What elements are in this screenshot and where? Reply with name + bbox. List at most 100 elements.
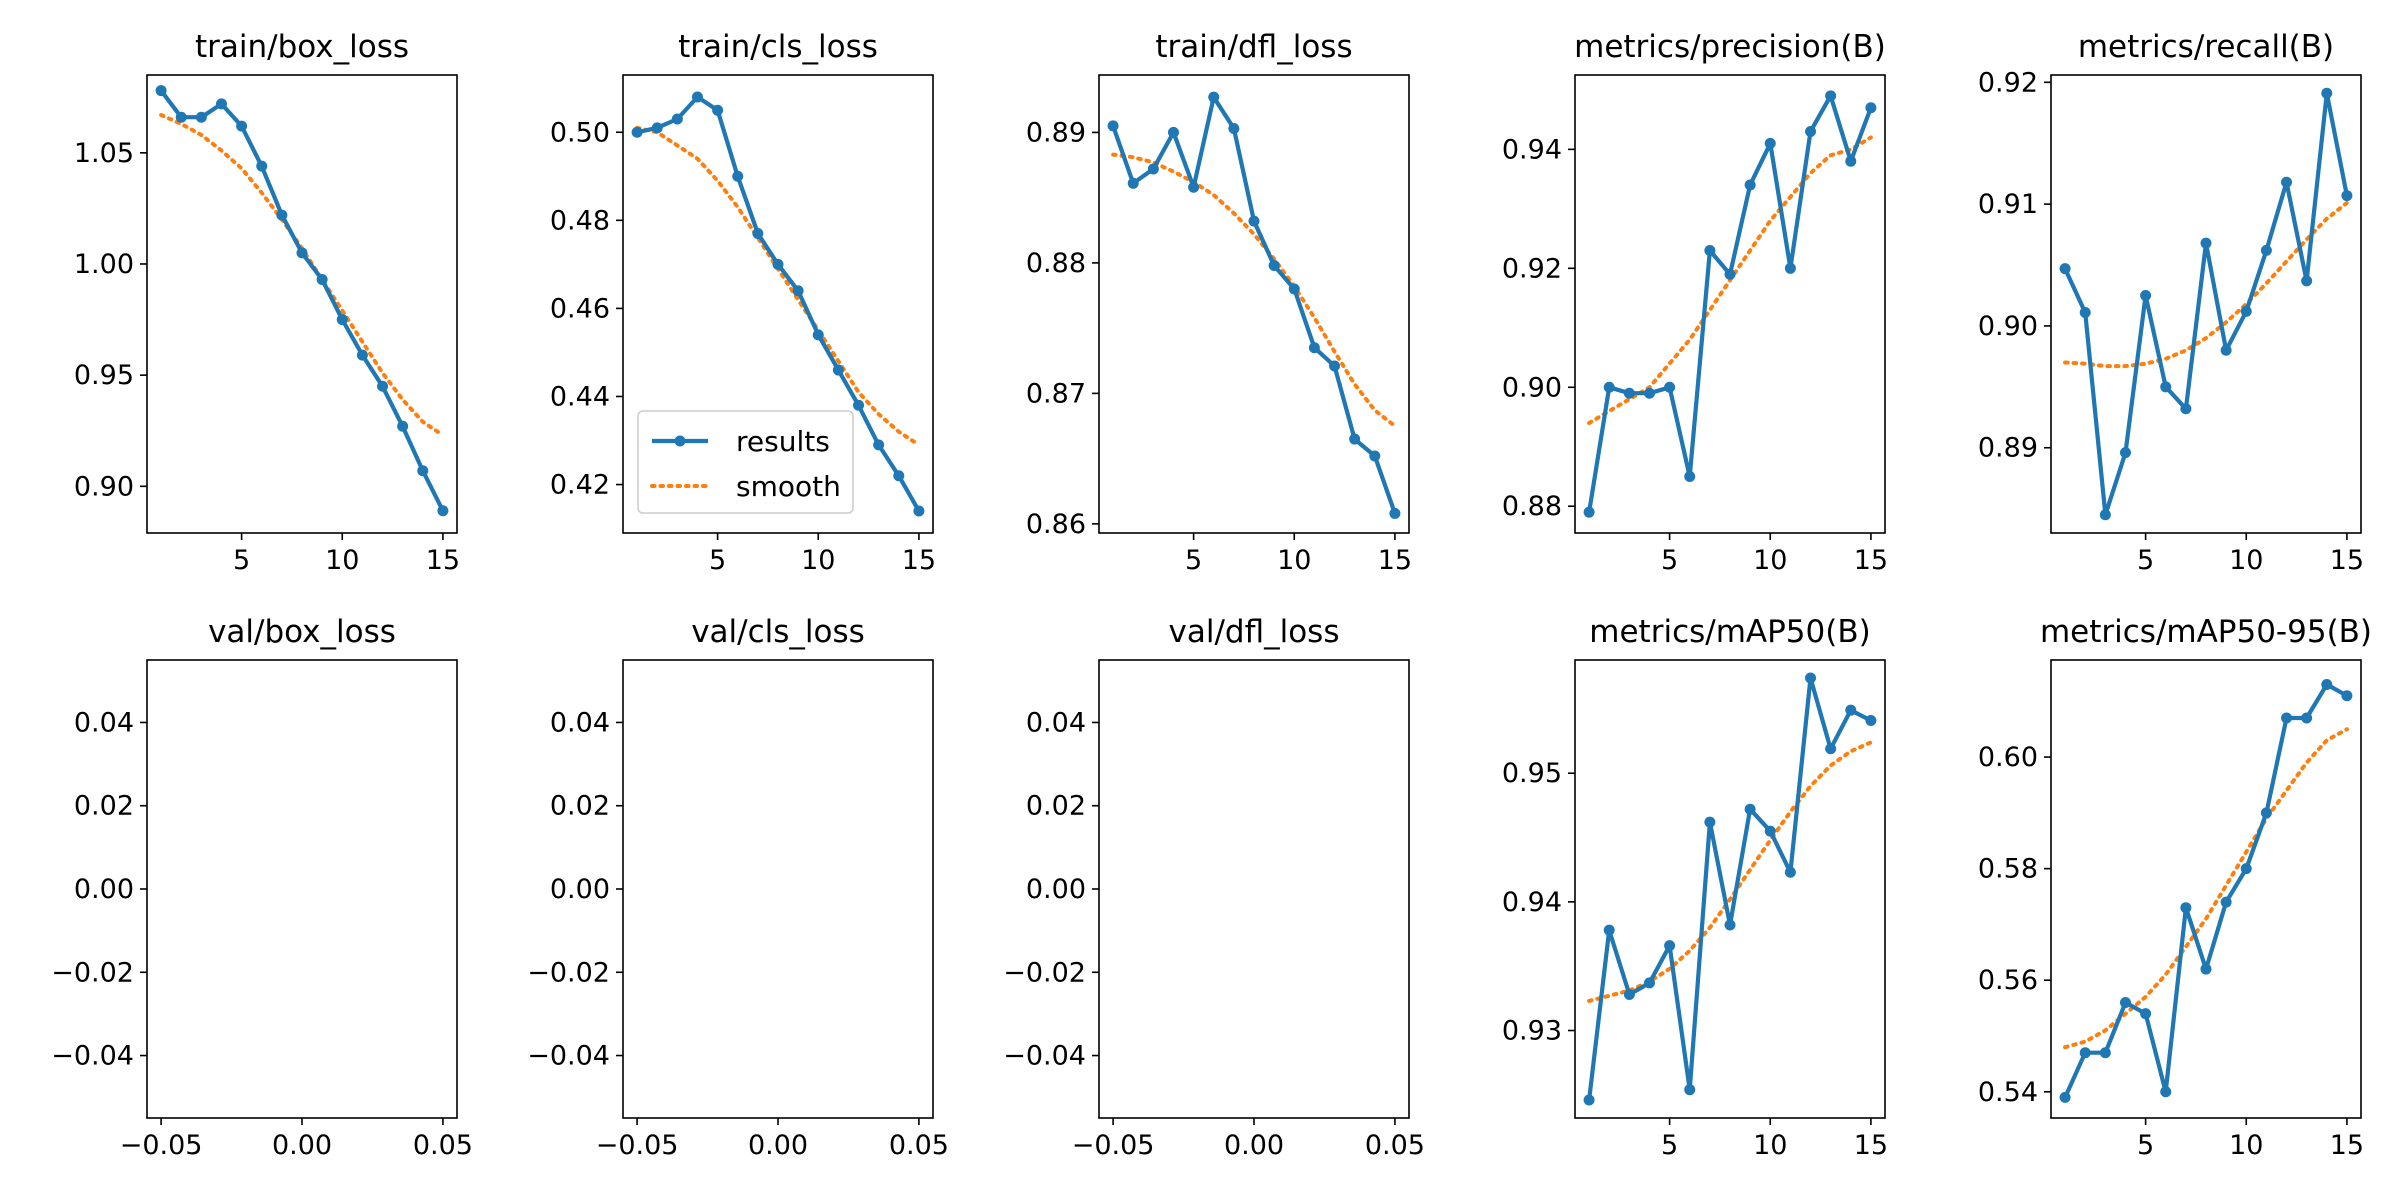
smooth-line bbox=[1587, 135, 1873, 425]
plot-area bbox=[1107, 91, 1401, 519]
results-point bbox=[631, 126, 643, 138]
y-tick-label: 0.02 bbox=[1026, 791, 1086, 822]
chart-title: metrics/mAP50(B) bbox=[1589, 614, 1870, 650]
results-point bbox=[2079, 307, 2091, 319]
legend-marker bbox=[674, 435, 686, 447]
y-tick-label: 0.04 bbox=[1026, 707, 1086, 738]
axes-frame bbox=[146, 659, 458, 1119]
x-tick-label: 5 bbox=[1661, 1130, 1678, 1161]
results-point bbox=[2160, 1086, 2172, 1098]
y-tick-label: 0.56 bbox=[1978, 965, 2038, 996]
results-point bbox=[1583, 1094, 1595, 1106]
results-point bbox=[1208, 91, 1220, 103]
results-point bbox=[1268, 260, 1280, 272]
panel-val-dfl-loss: val/dfl_loss −0.05 0.00 0.05 −0.04 −0.02 0.00 0… bbox=[1003, 614, 1425, 1161]
panel-train-dfl-loss: train/dfl_loss 5 10 15 0.86 0.87 0.88 0.89 bbox=[1026, 29, 1412, 576]
y-tick-label: 0.89 bbox=[1978, 433, 2038, 464]
legend-label-results: results bbox=[736, 425, 830, 458]
results-point bbox=[1825, 90, 1837, 102]
results-point bbox=[2341, 690, 2353, 702]
results-line bbox=[1587, 675, 1872, 1101]
y-tick-label: 1.00 bbox=[74, 249, 134, 280]
axes-frame bbox=[2050, 659, 2362, 1119]
plot-area bbox=[1583, 90, 1877, 518]
results-point bbox=[2301, 712, 2313, 724]
results-point bbox=[1147, 163, 1159, 175]
results-point bbox=[1724, 919, 1736, 931]
y-tick-label: 0.58 bbox=[1978, 854, 2038, 885]
results-point bbox=[1684, 470, 1696, 482]
results-point bbox=[356, 349, 368, 361]
y-tick-label: 0.88 bbox=[1026, 248, 1086, 279]
x-tick-label: 0.00 bbox=[748, 1130, 808, 1161]
results-point bbox=[2281, 712, 2293, 724]
results-point bbox=[1865, 102, 1877, 114]
x-tick-label: 15 bbox=[902, 545, 936, 576]
y-tick-label: 0.48 bbox=[550, 205, 610, 236]
x-tick-label: 10 bbox=[2229, 1130, 2263, 1161]
results-point bbox=[873, 439, 885, 451]
results-point bbox=[1107, 120, 1119, 132]
y-tick-label: 1.05 bbox=[74, 138, 134, 169]
results-point bbox=[752, 228, 764, 240]
results-point bbox=[2140, 1008, 2152, 1020]
chart-title: train/box_loss bbox=[195, 29, 409, 65]
results-point bbox=[1805, 126, 1817, 138]
y-tick-label: −0.02 bbox=[527, 957, 610, 988]
x-tick-label: −0.05 bbox=[1072, 1130, 1155, 1161]
results-point bbox=[853, 399, 865, 411]
results-point bbox=[2200, 237, 2212, 249]
y-tick-label: 0.95 bbox=[74, 360, 134, 391]
x-tick-label: 15 bbox=[2330, 545, 2364, 576]
results-point bbox=[1845, 704, 1857, 716]
results-point bbox=[2180, 403, 2192, 415]
results-point bbox=[2059, 263, 2071, 275]
axes-frame bbox=[1098, 659, 1410, 1119]
results-point bbox=[2079, 1047, 2091, 1059]
y-tick-label: 0.93 bbox=[1502, 1016, 1562, 1047]
smooth-line bbox=[635, 125, 921, 447]
results-point bbox=[913, 505, 925, 517]
x-tick-label: 10 bbox=[1277, 545, 1311, 576]
results-line bbox=[2063, 91, 2349, 517]
axes-frame bbox=[622, 74, 934, 534]
results-point bbox=[1127, 177, 1139, 189]
y-tick-label: 0.89 bbox=[1026, 117, 1086, 148]
axes-frame bbox=[146, 74, 458, 534]
results-point bbox=[236, 120, 248, 132]
results-point bbox=[1764, 825, 1776, 837]
results-point bbox=[792, 285, 804, 297]
results-point bbox=[2200, 963, 2212, 975]
panel-metrics-map50-95-b: metrics/mAP50-95(B) 5 10 15 0.54 0.56 0.58 0.60 bbox=[1978, 614, 2372, 1161]
x-tick-label: 10 bbox=[2229, 545, 2263, 576]
results-point bbox=[1784, 866, 1796, 878]
results-point bbox=[1704, 244, 1716, 256]
panel-val-cls-loss: val/cls_loss −0.05 0.00 0.05 −0.04 −0.02 0.00 0… bbox=[527, 614, 949, 1161]
results-point bbox=[1744, 803, 1756, 815]
results-point bbox=[1643, 387, 1655, 399]
y-tick-label: 0.42 bbox=[550, 470, 610, 501]
x-tick-label: 5 bbox=[1661, 545, 1678, 576]
x-tick-label: 15 bbox=[1378, 545, 1412, 576]
results-point bbox=[2160, 381, 2172, 393]
chart-title: val/dfl_loss bbox=[1169, 614, 1340, 650]
results-point bbox=[2281, 176, 2293, 188]
axes-frame bbox=[1574, 659, 1886, 1119]
y-tick-label: 0.02 bbox=[74, 791, 134, 822]
results-point bbox=[1664, 381, 1676, 393]
chart-title: val/cls_loss bbox=[691, 614, 865, 650]
results-point bbox=[1308, 342, 1320, 354]
results-point bbox=[691, 91, 703, 103]
results-point bbox=[296, 247, 308, 259]
axes-frame bbox=[1098, 74, 1410, 534]
plot-area bbox=[1583, 672, 1877, 1106]
x-tick-label: 10 bbox=[325, 545, 359, 576]
x-tick-label: 10 bbox=[1753, 545, 1787, 576]
chart-title: metrics/precision(B) bbox=[1574, 29, 1886, 65]
chart-title: train/dfl_loss bbox=[1155, 29, 1352, 65]
y-tick-label: 0.54 bbox=[1978, 1077, 2038, 1108]
x-tick-label: −0.05 bbox=[120, 1130, 203, 1161]
results-point bbox=[1684, 1084, 1696, 1096]
y-tick-label: 0.86 bbox=[1026, 509, 1086, 540]
x-tick-label: 0.00 bbox=[1224, 1130, 1284, 1161]
